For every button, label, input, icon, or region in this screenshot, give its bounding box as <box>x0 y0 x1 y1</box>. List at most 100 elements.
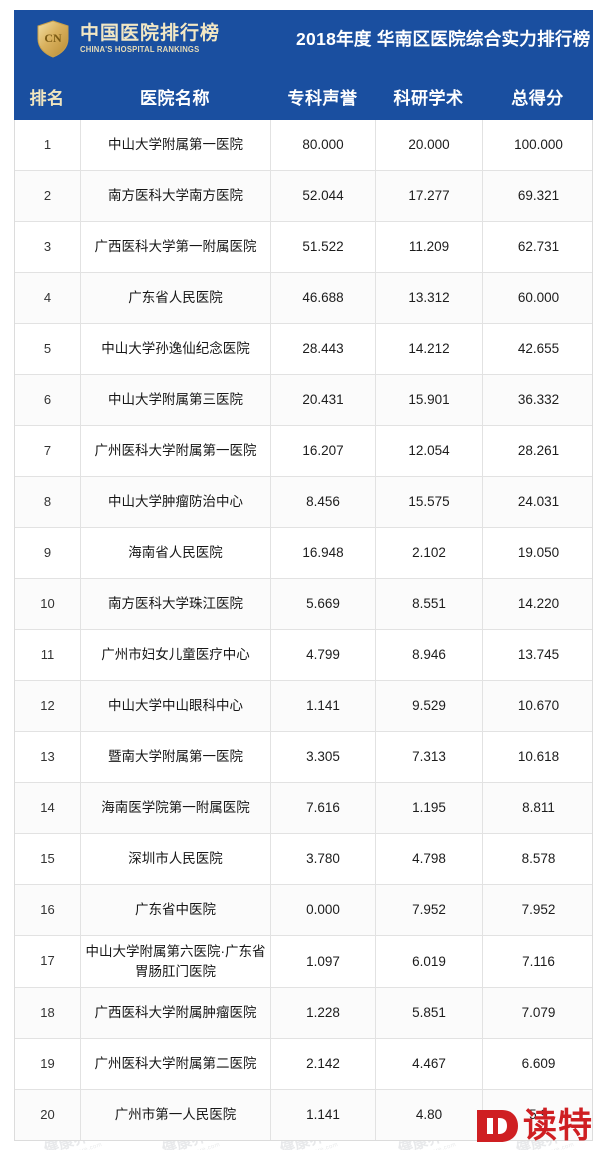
column-header-name: 医院名称 <box>140 88 210 108</box>
cell-reputation-score: 46.688 <box>271 273 376 323</box>
cell-hospital-name: 暨南大学附属第一医院 <box>81 732 271 782</box>
cell-hospital-name: 中山大学肿瘤防治中心 <box>81 477 271 527</box>
column-header-research: 科研学术 <box>393 88 464 108</box>
table-row: 19 广州医科大学附属第二医院 2.142 4.467 6.609 <box>15 1039 592 1091</box>
table-row: 18 广西医科大学附属肿瘤医院 1.228 5.851 7.079 <box>15 988 592 1040</box>
cell-hospital-name: 广州医科大学附属第一医院 <box>81 426 271 476</box>
cell-total-score: 5.9 <box>529 1107 548 1123</box>
cell-total-score: 10.618 <box>517 749 560 765</box>
cell-rank: 2 <box>15 171 81 221</box>
table-row: 11 广州市妇女儿童医疗中心 4.799 8.946 13.745 <box>15 630 592 681</box>
cell-hospital-name: 广州医科大学附属第二医院 <box>81 1039 271 1090</box>
cell-research-score: 5.851 <box>376 988 483 1039</box>
cell-reputation-score: 4.799 <box>271 630 376 680</box>
cell-hospital-name: 中山大学中山眼科中心 <box>81 681 271 731</box>
cell-hospital-name: 中山大学孙逸仙纪念医院 <box>81 324 271 374</box>
cell-rank: 15 <box>15 834 81 884</box>
column-header-reputation: 专科声誉 <box>287 88 358 108</box>
cell-reputation-score: 3.305 <box>271 732 376 782</box>
svg-text:CN: CN <box>44 31 62 45</box>
header-banner: CN 中国医院排行榜 CHINA'S HOSPITAL RANKINGS 201… <box>14 10 593 120</box>
cell-research-score: 12.054 <box>376 426 483 476</box>
cell-reputation-score: 3.780 <box>271 834 376 884</box>
table-row: 4 广东省人民医院 46.688 13.312 60.000 <box>15 273 592 324</box>
cell-research-score: 11.209 <box>376 222 483 272</box>
cell-rank: 8 <box>15 477 81 527</box>
ranking-table: 1 中山大学附属第一医院 80.000 20.000 100.000 2 南方医科大学南方医… <box>14 120 593 1142</box>
brand-name-cn: 中国医院排行榜 <box>80 23 221 44</box>
cell-reputation-score: 2.142 <box>271 1039 376 1090</box>
cell-hospital-name: 深圳市人民医院 <box>81 834 271 884</box>
cell-research-score: 15.901 <box>376 375 483 425</box>
table-row: 1 中山大学附属第一医院 80.000 20.000 100.000 <box>15 120 592 171</box>
cell-reputation-score: 1.141 <box>271 1090 376 1141</box>
column-header-total: 总得分 <box>511 88 564 108</box>
cell-hospital-name: 南方医科大学珠江医院 <box>81 579 271 629</box>
table-row: 2 南方医科大学南方医院 52.044 17.277 69.321 <box>15 171 592 222</box>
cell-rank: 13 <box>15 732 81 782</box>
cell-research-score: 14.212 <box>376 324 483 374</box>
duteh-corner-logo: 读特 <box>475 1106 593 1146</box>
cell-total-score: 13.745 <box>517 647 560 663</box>
table-row: 5 中山大学孙逸仙纪念医院 28.443 14.212 42.655 <box>15 324 592 375</box>
cell-rank: 18 <box>15 988 81 1039</box>
cell-hospital-name: 海南省人民医院 <box>81 528 271 578</box>
column-header-rank: 排名 <box>29 88 65 108</box>
cell-research-score: 8.551 <box>376 579 483 629</box>
cell-reputation-score: 1.141 <box>271 681 376 731</box>
cell-research-score: 4.80 <box>376 1090 483 1141</box>
cell-rank: 9 <box>15 528 81 578</box>
cell-rank: 20 <box>15 1090 81 1141</box>
cell-reputation-score: 8.456 <box>271 477 376 527</box>
table-row: 6 中山大学附属第三医院 20.431 15.901 36.332 <box>15 375 592 426</box>
cell-total-score: 8.578 <box>521 851 556 867</box>
cell-rank: 14 <box>15 783 81 833</box>
cell-rank: 17 <box>15 936 81 988</box>
table-row: 12 中山大学中山眼科中心 1.141 9.529 10.670 <box>15 681 592 732</box>
cell-reputation-score: 51.522 <box>271 222 376 272</box>
cell-hospital-name: 中山大学附属第三医院 <box>81 375 271 425</box>
cell-rank: 10 <box>15 579 81 629</box>
table-row: 17 中山大学附属第六医院·广东省胃肠肛门医院 1.097 6.019 7.116 <box>15 936 592 989</box>
cell-research-score: 4.467 <box>376 1039 483 1090</box>
cell-reputation-score: 5.669 <box>271 579 376 629</box>
table-row: 13 暨南大学附属第一医院 3.305 7.313 10.618 <box>15 732 592 783</box>
cell-total-score: 8.811 <box>522 800 555 816</box>
cell-research-score: 4.798 <box>376 834 483 884</box>
cell-hospital-name: 海南医学院第一附属医院 <box>81 783 271 833</box>
cell-total-score: 62.731 <box>517 239 560 255</box>
cell-research-score: 6.019 <box>376 936 483 988</box>
cell-reputation-score: 0.000 <box>271 885 376 935</box>
cell-reputation-score: 20.431 <box>271 375 376 425</box>
cell-research-score: 7.952 <box>376 885 483 935</box>
cell-research-score: 17.277 <box>376 171 483 221</box>
cell-total-score: 19.050 <box>517 545 560 561</box>
cell-total-score: 6.609 <box>521 1056 556 1072</box>
table-column-headers: 排名 医院名称 专科声誉 科研学术 总得分 <box>14 72 593 120</box>
cell-total-score: 7.116 <box>522 953 555 969</box>
cell-total-score: 14.220 <box>517 596 560 612</box>
brand-lockup: CN 中国医院排行榜 CHINA'S HOSPITAL RANKINGS <box>36 20 220 58</box>
cell-total-score: 69.321 <box>517 188 560 204</box>
brand-name-en: CHINA'S HOSPITAL RANKINGS <box>80 45 200 54</box>
cell-research-score: 8.946 <box>376 630 483 680</box>
shield-cn-icon: CN <box>36 20 70 58</box>
cell-reputation-score: 16.207 <box>271 426 376 476</box>
cell-rank: 16 <box>15 885 81 935</box>
cell-research-score: 15.575 <box>376 477 483 527</box>
table-row: 3 广西医科大学第一附属医院 51.522 11.209 62.731 <box>15 222 592 273</box>
table-row: 9 海南省人民医院 16.948 2.102 19.050 <box>15 528 592 579</box>
cell-reputation-score: 7.616 <box>271 783 376 833</box>
cell-total-score: 7.079 <box>521 1005 556 1021</box>
page-title: 2018年度 华南区医院综合实力排行榜 <box>296 29 591 49</box>
cell-research-score: 7.313 <box>376 732 483 782</box>
table-row: 10 南方医科大学珠江医院 5.669 8.551 14.220 <box>15 579 592 630</box>
cell-rank: 7 <box>15 426 81 476</box>
cell-total-score: 100.000 <box>514 137 563 153</box>
cell-reputation-score: 16.948 <box>271 528 376 578</box>
cell-rank: 5 <box>15 324 81 374</box>
cell-total-score: 42.655 <box>517 341 560 357</box>
cell-rank: 12 <box>15 681 81 731</box>
cell-research-score: 13.312 <box>376 273 483 323</box>
